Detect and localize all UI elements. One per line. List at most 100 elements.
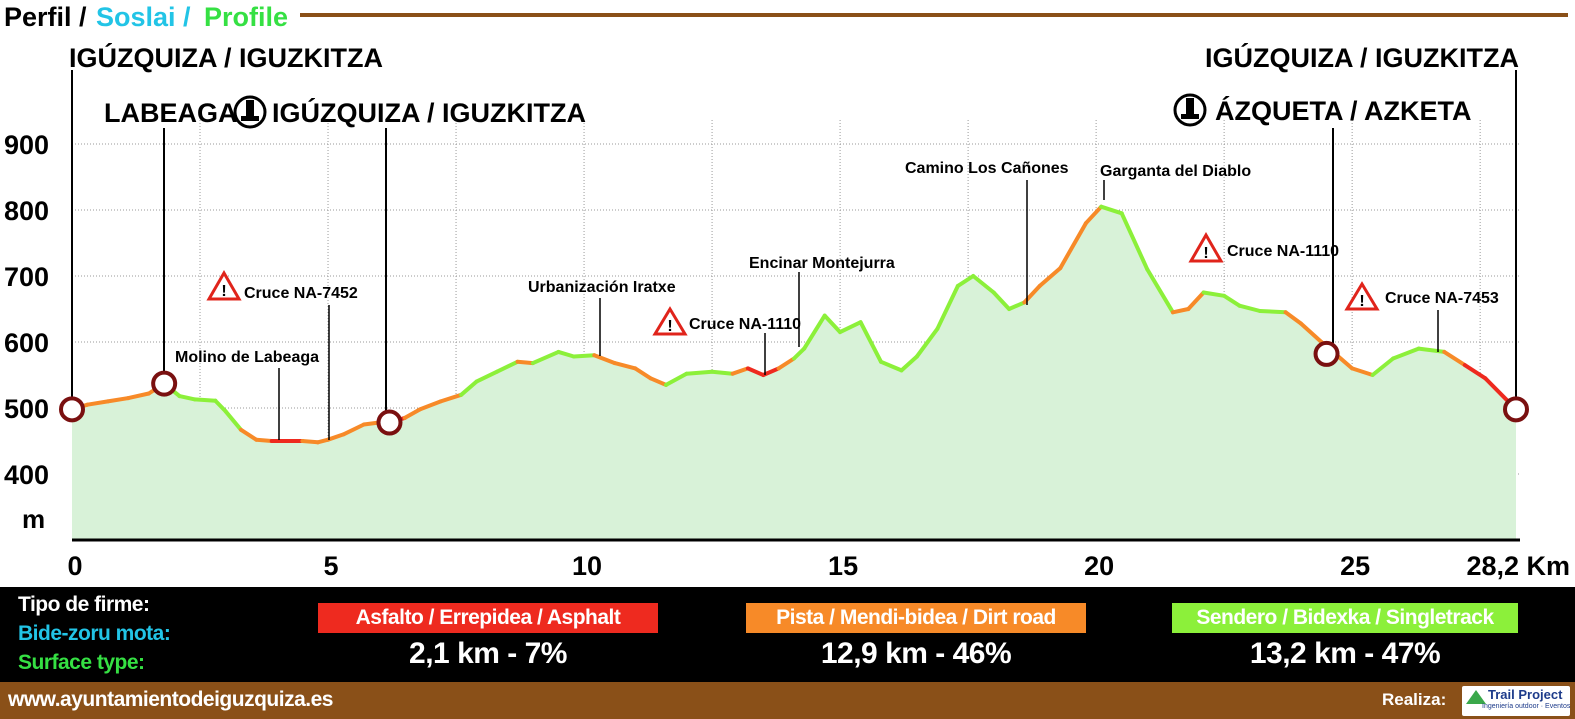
place-azqueta: ÁZQUETA / AZKETA <box>1215 95 1471 126</box>
profile-segment-trail <box>1237 303 1262 313</box>
x-tick-label: 25 <box>1340 551 1370 581</box>
profile-segment-trail <box>1416 346 1447 354</box>
profile-segment-trail <box>1370 356 1396 377</box>
profile-segment-dirt <box>105 396 131 404</box>
profile-segment-dirt <box>633 366 653 381</box>
warning-icon: ! <box>652 306 688 336</box>
profile-segment-trail <box>899 354 919 373</box>
profile-segment-trail <box>955 274 976 288</box>
profile-segment-trail <box>177 394 197 402</box>
legend-type-eu: Bide-zoru mota: <box>18 622 171 645</box>
profile-segment-asphalt <box>745 366 766 377</box>
y-tick-label: 400 <box>4 460 49 490</box>
brand-name: Trail Project <box>1488 687 1563 702</box>
profile-segment-trail <box>858 320 883 364</box>
place-end: IGÚZQUIZA / IGUZKITZA <box>1205 42 1519 73</box>
profile-segment-dirt <box>1283 310 1303 326</box>
profile-segment-dirt <box>300 439 320 445</box>
profile-segment-dirt <box>126 391 151 401</box>
waypoint-markers <box>59 340 1529 436</box>
footer: www.ayuntamientodeiguzquiza.es Realiza: … <box>0 682 1575 719</box>
profile-segment-trail <box>684 369 715 376</box>
label-molino: Molino de Labeaga <box>175 349 319 366</box>
profile-segment-dirt <box>254 437 274 443</box>
profile-segment-trail <box>664 371 689 387</box>
monument-icon <box>233 95 267 129</box>
title-soslai: Soslai / <box>96 2 191 32</box>
svg-text:!: ! <box>667 318 672 335</box>
surface-legend: Tipo de firme: Bide-zoru mota: Surface t… <box>0 587 1575 682</box>
profile-segment-trail <box>1099 204 1124 216</box>
profile-segment-trail <box>495 359 520 374</box>
x-tick-label: 10 <box>572 551 602 581</box>
profile-segment-trail <box>879 359 904 373</box>
label-camino: Camino Los Cañones <box>905 160 1069 177</box>
x-tick-label: 20 <box>1084 551 1114 581</box>
profile-segment-trail <box>1201 290 1227 298</box>
profile-segment-dirt <box>1170 307 1191 315</box>
website-link[interactable]: www.ayuntamientodeiguzquiza.es <box>8 688 333 711</box>
y-axis-unit: m <box>22 504 45 534</box>
brand-logo: Trail Project Ingeniería outdoor · Event… <box>1462 686 1570 716</box>
waypoint-marker <box>1313 340 1340 367</box>
waypoint-marker <box>151 370 178 397</box>
profile-segment-dirt <box>1298 321 1324 344</box>
asphalt-value: 2,1 km - 7% <box>409 637 567 670</box>
place-labeaga: LABEAGA <box>104 98 238 128</box>
y-tick-label: 900 <box>4 130 49 160</box>
profile-segment-dirt <box>1442 349 1467 368</box>
profile-segment-dirt <box>418 399 443 412</box>
profile-segment-dirt <box>612 361 638 371</box>
profile-area-fill <box>72 206 1516 540</box>
profile-segment-dirt <box>1334 353 1355 371</box>
legend-type-en: Surface type: <box>18 651 145 674</box>
profile-segment-trail <box>1119 211 1150 272</box>
profile-segment-dirt <box>341 422 366 437</box>
svg-text:!: ! <box>1359 293 1364 310</box>
place-iguzquiza-mid: IGÚZQUIZA / IGUZKITZA <box>272 97 586 128</box>
profile-segment-dirt <box>730 366 750 376</box>
profile-segment-trail <box>971 274 996 295</box>
monument-icon <box>1173 93 1207 127</box>
profile-segment-dirt <box>515 359 535 366</box>
y-tick-label: 500 <box>4 394 49 424</box>
dirt-value: 12,9 km - 46% <box>820 637 1012 670</box>
profile-segment-trail <box>935 283 960 331</box>
profile-segment-trail <box>571 353 597 359</box>
x-tick-label: 28,2 Km <box>1466 551 1570 581</box>
profile-segment-trail <box>710 369 735 376</box>
legend-type-es: Tipo de firme: <box>18 593 150 616</box>
title-perfil: Perfil / <box>4 2 87 32</box>
y-tick-label: 800 <box>4 196 49 226</box>
credit-label: Realiza: <box>1382 690 1447 709</box>
profile-segment-trail <box>991 290 1012 311</box>
profile-segment-trail <box>1391 346 1421 361</box>
x-tick-label: 0 <box>67 551 82 581</box>
profile-segment-dirt <box>85 399 110 407</box>
mountain-icon <box>1466 690 1486 704</box>
label-cruce-1110-b: Cruce NA-1110 <box>1227 243 1339 260</box>
profile-segment-dirt <box>239 427 259 442</box>
profile-segment-dirt <box>1186 290 1206 311</box>
x-tick-label: 15 <box>828 551 858 581</box>
profile-segment-trail <box>792 346 807 361</box>
brand-tagline: Ingeniería outdoor · Eventos <box>1482 703 1571 710</box>
profile-segment-trail <box>223 409 243 432</box>
x-tick-label: 5 <box>324 551 339 581</box>
label-cruce-1110-a: Cruce NA-1110 <box>689 316 801 333</box>
warning-icon: ! <box>206 269 242 301</box>
profile-segment-dirt <box>1350 366 1375 377</box>
profile-segment-trail <box>1007 300 1027 311</box>
profile-segment-dirt <box>1058 221 1088 271</box>
dirt-chip: Pista / Mendi-bidea / Dirt road <box>746 603 1086 633</box>
y-tick-label: 700 <box>4 262 49 292</box>
profile-segment-dirt <box>648 376 668 387</box>
y-tick-label: 600 <box>4 328 49 358</box>
label-urbanizacion: Urbanización Iratxe <box>528 279 676 296</box>
profile-segment-trail <box>192 397 218 403</box>
profile-segment-dirt <box>402 407 423 420</box>
profile-segment-trail <box>530 349 561 366</box>
profile-segment-trail <box>1258 309 1288 315</box>
